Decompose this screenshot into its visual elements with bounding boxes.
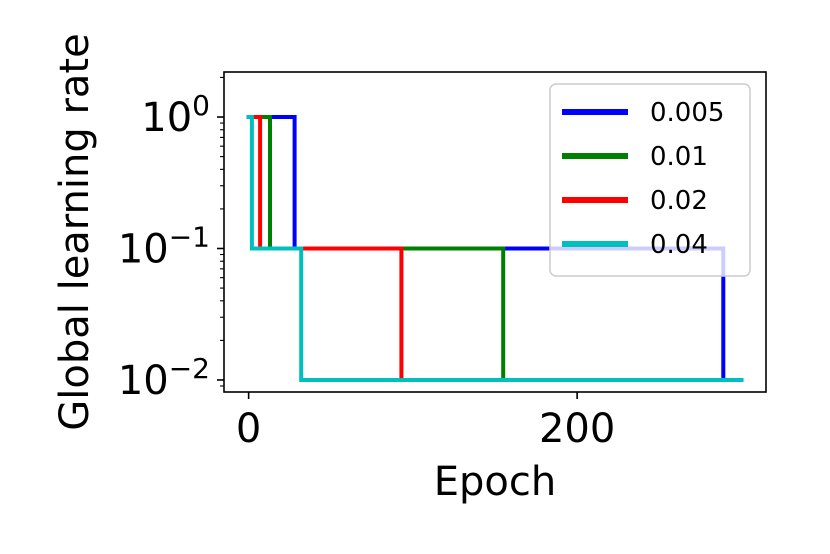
x-axis: 0 200 [236,392,615,452]
y-tick-label-2: 10−2 [118,352,210,404]
series-layer [246,115,744,382]
x-tick-label-0: 0 [236,406,261,452]
legend-label-3: 0.04 [650,230,708,260]
legend-label-2: 0.02 [650,186,708,216]
legend: 0.005 0.01 0.02 0.04 [549,83,751,277]
x-axis-label: Epoch [434,459,556,505]
y-axis: 100 10−1 10−2 [118,76,224,404]
plot-frame [223,71,767,393]
legend-items: 0.005 0.01 0.02 0.04 [562,98,724,260]
series-line-3 [246,115,744,382]
y-axis-label: Global learning rate [52,33,98,430]
legend-label-0: 0.005 [650,98,724,128]
legend-label-1: 0.01 [650,142,708,172]
y-tick-label-1: 10−1 [118,220,210,272]
y-tick-label-0: 100 [141,89,210,141]
legend-box [549,83,751,277]
x-tick-label-1: 200 [539,406,615,452]
